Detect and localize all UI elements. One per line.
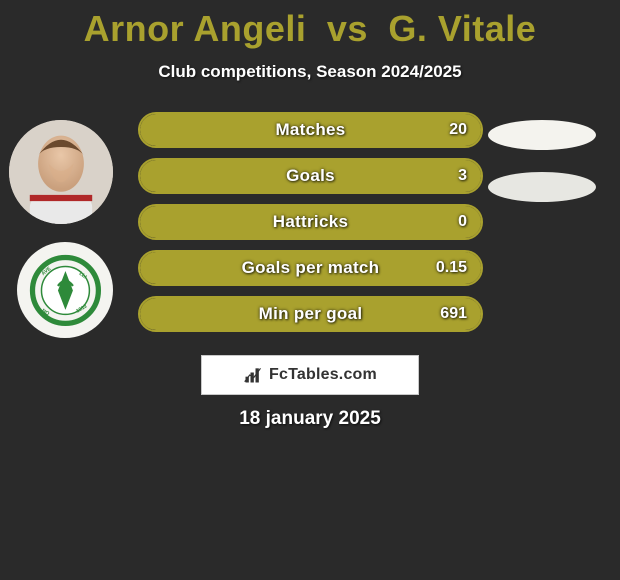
bar-chart-icon <box>243 365 263 385</box>
stat-row-hattricks: Hattricks 0 <box>138 204 483 240</box>
left-column: AVE LLI NO 1912 <box>5 120 117 338</box>
stat-row-matches: Matches 20 <box>138 112 483 148</box>
attribution-badge[interactable]: FcTables.com <box>201 355 419 395</box>
club-logo: AVE LLI NO 1912 <box>17 242 113 338</box>
opponent-logo-placeholder <box>488 172 596 202</box>
attribution-text: FcTables.com <box>269 366 377 384</box>
stat-row-goals: Goals 3 <box>138 158 483 194</box>
stat-label: Matches <box>140 120 481 140</box>
stat-value: 691 <box>440 305 467 323</box>
stat-label: Goals per match <box>140 258 481 278</box>
stat-value: 3 <box>458 167 467 185</box>
brand-prefix: Fc <box>269 366 288 383</box>
club-crest-icon: AVE LLI NO 1912 <box>28 253 103 328</box>
stat-bars: Matches 20 Goals 3 Hattricks 0 Goals per… <box>138 112 483 342</box>
date-label: 18 january 2025 <box>0 408 620 430</box>
player2-name: G. Vitale <box>388 8 536 49</box>
stat-label: Min per goal <box>140 304 481 324</box>
stat-label: Goals <box>140 166 481 186</box>
brand-suffix: Tables.com <box>288 366 377 383</box>
stat-value: 20 <box>449 121 467 139</box>
subtitle: Club competitions, Season 2024/2025 <box>0 62 620 82</box>
stat-value: 0 <box>458 213 467 231</box>
comparison-title: Arnor Angeli vs G. Vitale <box>0 0 620 50</box>
stat-row-goals-per-match: Goals per match 0.15 <box>138 250 483 286</box>
right-column <box>488 120 608 224</box>
player1-name: Arnor Angeli <box>84 8 307 49</box>
avatar-placeholder-icon <box>9 120 113 224</box>
opponent-avatar-placeholder <box>488 120 596 150</box>
stat-value: 0.15 <box>436 259 467 277</box>
vs-separator: vs <box>327 8 368 49</box>
stat-label: Hattricks <box>140 212 481 232</box>
stat-row-min-per-goal: Min per goal 691 <box>138 296 483 332</box>
player-avatar <box>9 120 113 224</box>
